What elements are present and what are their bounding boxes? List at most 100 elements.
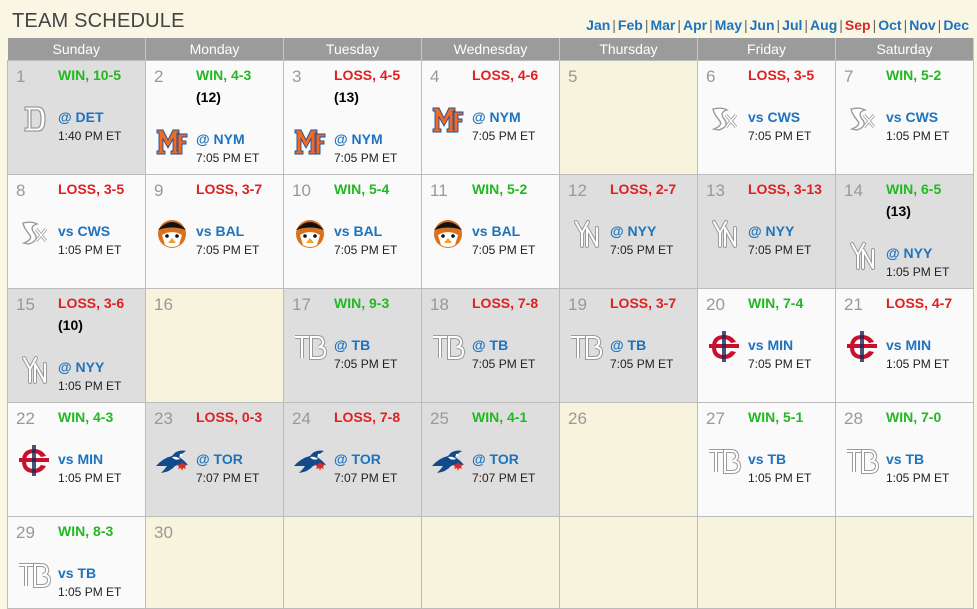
opponent-link[interactable]: vs MIN: [886, 337, 932, 353]
opponent-link[interactable]: vs TB: [886, 451, 925, 467]
opponent-link[interactable]: @ NYM: [196, 131, 245, 147]
game-result: LOSS, 4-5: [334, 67, 401, 83]
game-result: WIN, 9-3: [334, 295, 390, 311]
month-link-mar[interactable]: Mar: [650, 17, 676, 33]
day-number: 12: [568, 181, 587, 200]
calendar-grid: Sunday Monday Tuesday Wednesday Thursday Frid…: [7, 38, 974, 609]
twins-logo-icon: [706, 329, 742, 365]
month-link-feb[interactable]: Feb: [617, 17, 643, 33]
opponent-link[interactable]: vs MIN: [748, 337, 794, 353]
game-result: LOSS, 3-7: [610, 295, 677, 311]
opponent-link[interactable]: @ NYY: [610, 223, 657, 239]
opponent-link[interactable]: @ TB: [334, 337, 371, 353]
opponent-link[interactable]: @ NYY: [748, 223, 795, 239]
opponent-link[interactable]: @ NYM: [472, 109, 521, 125]
month-link-dec[interactable]: Dec: [943, 17, 969, 33]
month-separator: |: [937, 17, 942, 33]
month-nav: Jan | Feb | Mar | Apr | May | Jun | Jul | Aug | Sep | Oct |…: [586, 17, 969, 33]
game-result: LOSS, 7-8: [334, 409, 401, 425]
opponent-link[interactable]: @ TB: [472, 337, 509, 353]
orioles-logo-icon: [430, 215, 466, 251]
yankees-logo-icon: [706, 215, 742, 251]
game-day-cell: 8 LOSS, 3-5 vs CWS 1:05 PM ET: [7, 174, 146, 289]
week-row: 8 LOSS, 3-5 vs CWS 1:05 PM ET 9 LOSS, 3-7 vs B…: [7, 174, 974, 289]
tigers-logo-icon: [16, 101, 52, 137]
game-result: WIN, 10-5: [58, 67, 122, 83]
white-sox-logo-icon: [16, 215, 52, 251]
opponent-link[interactable]: @ NYY: [58, 359, 105, 375]
empty-day-cell: [283, 516, 422, 609]
rays-logo-icon: [844, 443, 880, 479]
day-number: 21: [844, 295, 863, 314]
opponent-link[interactable]: vs CWS: [886, 109, 939, 125]
game-day-cell: 7 WIN, 5-2 vs CWS 1:05 PM ET: [835, 60, 974, 175]
game-time: 7:05 PM ET: [472, 243, 536, 257]
game-day-cell: 29 WIN, 8-3 vs TB 1:05 PM ET: [7, 516, 146, 609]
game-day-cell: 24 LOSS, 7-8 @ TOR 7:07 PM ET: [283, 402, 422, 517]
month-link-aug[interactable]: Aug: [810, 17, 838, 33]
game-result: WIN, 5-2: [472, 181, 528, 197]
opponent-link[interactable]: vs BAL: [196, 223, 245, 239]
month-link-jun[interactable]: Jun: [749, 17, 775, 33]
day-number: 5: [568, 67, 578, 86]
rays-logo-icon: [16, 557, 52, 593]
day-number: 8: [16, 181, 26, 200]
game-day-cell: 17 WIN, 9-3 @ TB 7:05 PM ET: [283, 288, 422, 403]
game-result: WIN, 7-4: [748, 295, 804, 311]
empty-day-cell: [697, 516, 836, 609]
game-result: WIN, 5-1: [748, 409, 804, 425]
game-time: 1:05 PM ET: [886, 129, 950, 143]
game-time: 1:05 PM ET: [58, 379, 122, 393]
game-day-cell: 18 LOSS, 7-8 @ TB 7:05 PM ET: [421, 288, 560, 403]
game-time: 7:07 PM ET: [196, 471, 260, 485]
day-number: 18: [430, 295, 449, 314]
month-link-sep[interactable]: Sep: [844, 17, 871, 33]
extra-innings: (10): [58, 317, 83, 333]
game-time: 1:05 PM ET: [58, 585, 122, 599]
month-link-oct[interactable]: Oct: [878, 17, 902, 33]
opponent-link[interactable]: @ TOR: [472, 451, 519, 467]
opponent-link[interactable]: @ NYY: [886, 245, 933, 261]
day-number: 27: [706, 409, 725, 428]
opponent-link[interactable]: @ DET: [58, 109, 104, 125]
opponent-link[interactable]: vs CWS: [58, 223, 111, 239]
opponent-link[interactable]: vs TB: [58, 565, 97, 581]
rays-logo-icon: [430, 329, 466, 365]
month-link-jul[interactable]: Jul: [782, 17, 803, 33]
game-day-cell: 19 LOSS, 3-7 @ TB 7:05 PM ET: [559, 288, 698, 403]
week-row: 22 WIN, 4-3 vs MIN 1:05 PM ET 23 LOSS, 0-3 @ T…: [7, 402, 974, 517]
game-time: 7:05 PM ET: [748, 357, 812, 371]
mets-logo-icon: [430, 101, 466, 137]
opponent-link[interactable]: @ TOR: [196, 451, 243, 467]
month-separator: |: [839, 17, 843, 33]
opponent-link[interactable]: vs CWS: [748, 109, 801, 125]
opponent-link[interactable]: vs BAL: [334, 223, 383, 239]
game-result: WIN, 4-3: [58, 409, 114, 425]
opponent-link[interactable]: @ TOR: [334, 451, 381, 467]
game-result: LOSS, 4-6: [472, 67, 539, 83]
month-separator: |: [677, 17, 681, 33]
month-link-nov[interactable]: Nov: [909, 17, 936, 33]
weekday-monday: Monday: [145, 38, 284, 61]
game-day-cell: 20 WIN, 7-4 vs MIN 7:05 PM ET: [697, 288, 836, 403]
opponent-link[interactable]: @ NYM: [334, 131, 383, 147]
opponent-link[interactable]: vs MIN: [58, 451, 104, 467]
game-time: 7:05 PM ET: [610, 243, 674, 257]
opponent-link[interactable]: @ TB: [610, 337, 647, 353]
game-time: 1:05 PM ET: [886, 471, 950, 485]
game-result: LOSS, 4-7: [886, 295, 953, 311]
month-link-may[interactable]: May: [714, 17, 742, 33]
opponent-link[interactable]: vs TB: [748, 451, 787, 467]
empty-day-cell: [421, 516, 560, 609]
game-time: 7:07 PM ET: [334, 471, 398, 485]
game-time: 7:07 PM ET: [472, 471, 536, 485]
white-sox-logo-icon: [706, 101, 742, 137]
game-day-cell: 25 WIN, 4-1 @ TOR 7:07 PM ET: [421, 402, 560, 517]
month-link-apr[interactable]: Apr: [683, 17, 708, 33]
month-link-jan[interactable]: Jan: [586, 17, 611, 33]
month-separator: |: [776, 17, 781, 33]
week-row: 15 LOSS, 3-6 (10) @ NYY 1:05 PM ET 16 17 WIN, 9…: [7, 288, 974, 403]
opponent-link[interactable]: vs BAL: [472, 223, 521, 239]
day-number: 2: [154, 67, 164, 86]
extra-innings: (13): [334, 89, 359, 105]
